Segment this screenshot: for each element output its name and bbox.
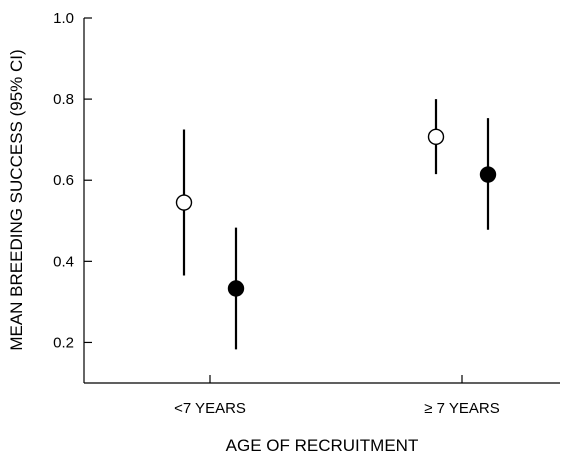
y-tick-label: 1.0: [53, 10, 74, 27]
y-tick-label: 0.6: [53, 172, 74, 189]
axes: [83, 18, 560, 384]
y-tick-label: 0.2: [53, 334, 74, 351]
y-tick-label: 0.8: [53, 91, 74, 108]
y-axis-label: MEAN BREEDING SUCCESS (95% CI): [7, 49, 26, 350]
y-ticks: 0.2 0.4 0.6 0.8 1.0: [53, 10, 92, 351]
data-point: [227, 280, 245, 297]
data-point: [427, 128, 445, 146]
x-tick-label: ≥ 7 YEARS: [424, 400, 500, 417]
x-ticks: <7 YEARS ≥ 7 YEARS: [174, 375, 500, 417]
data-point: [175, 194, 193, 211]
data-points: [175, 128, 497, 297]
data-point: [479, 166, 497, 183]
x-axis-label: AGE OF RECRUITMENT: [226, 436, 419, 455]
x-tick-label: <7 YEARS: [174, 400, 246, 417]
y-tick-label: 0.4: [53, 253, 74, 270]
